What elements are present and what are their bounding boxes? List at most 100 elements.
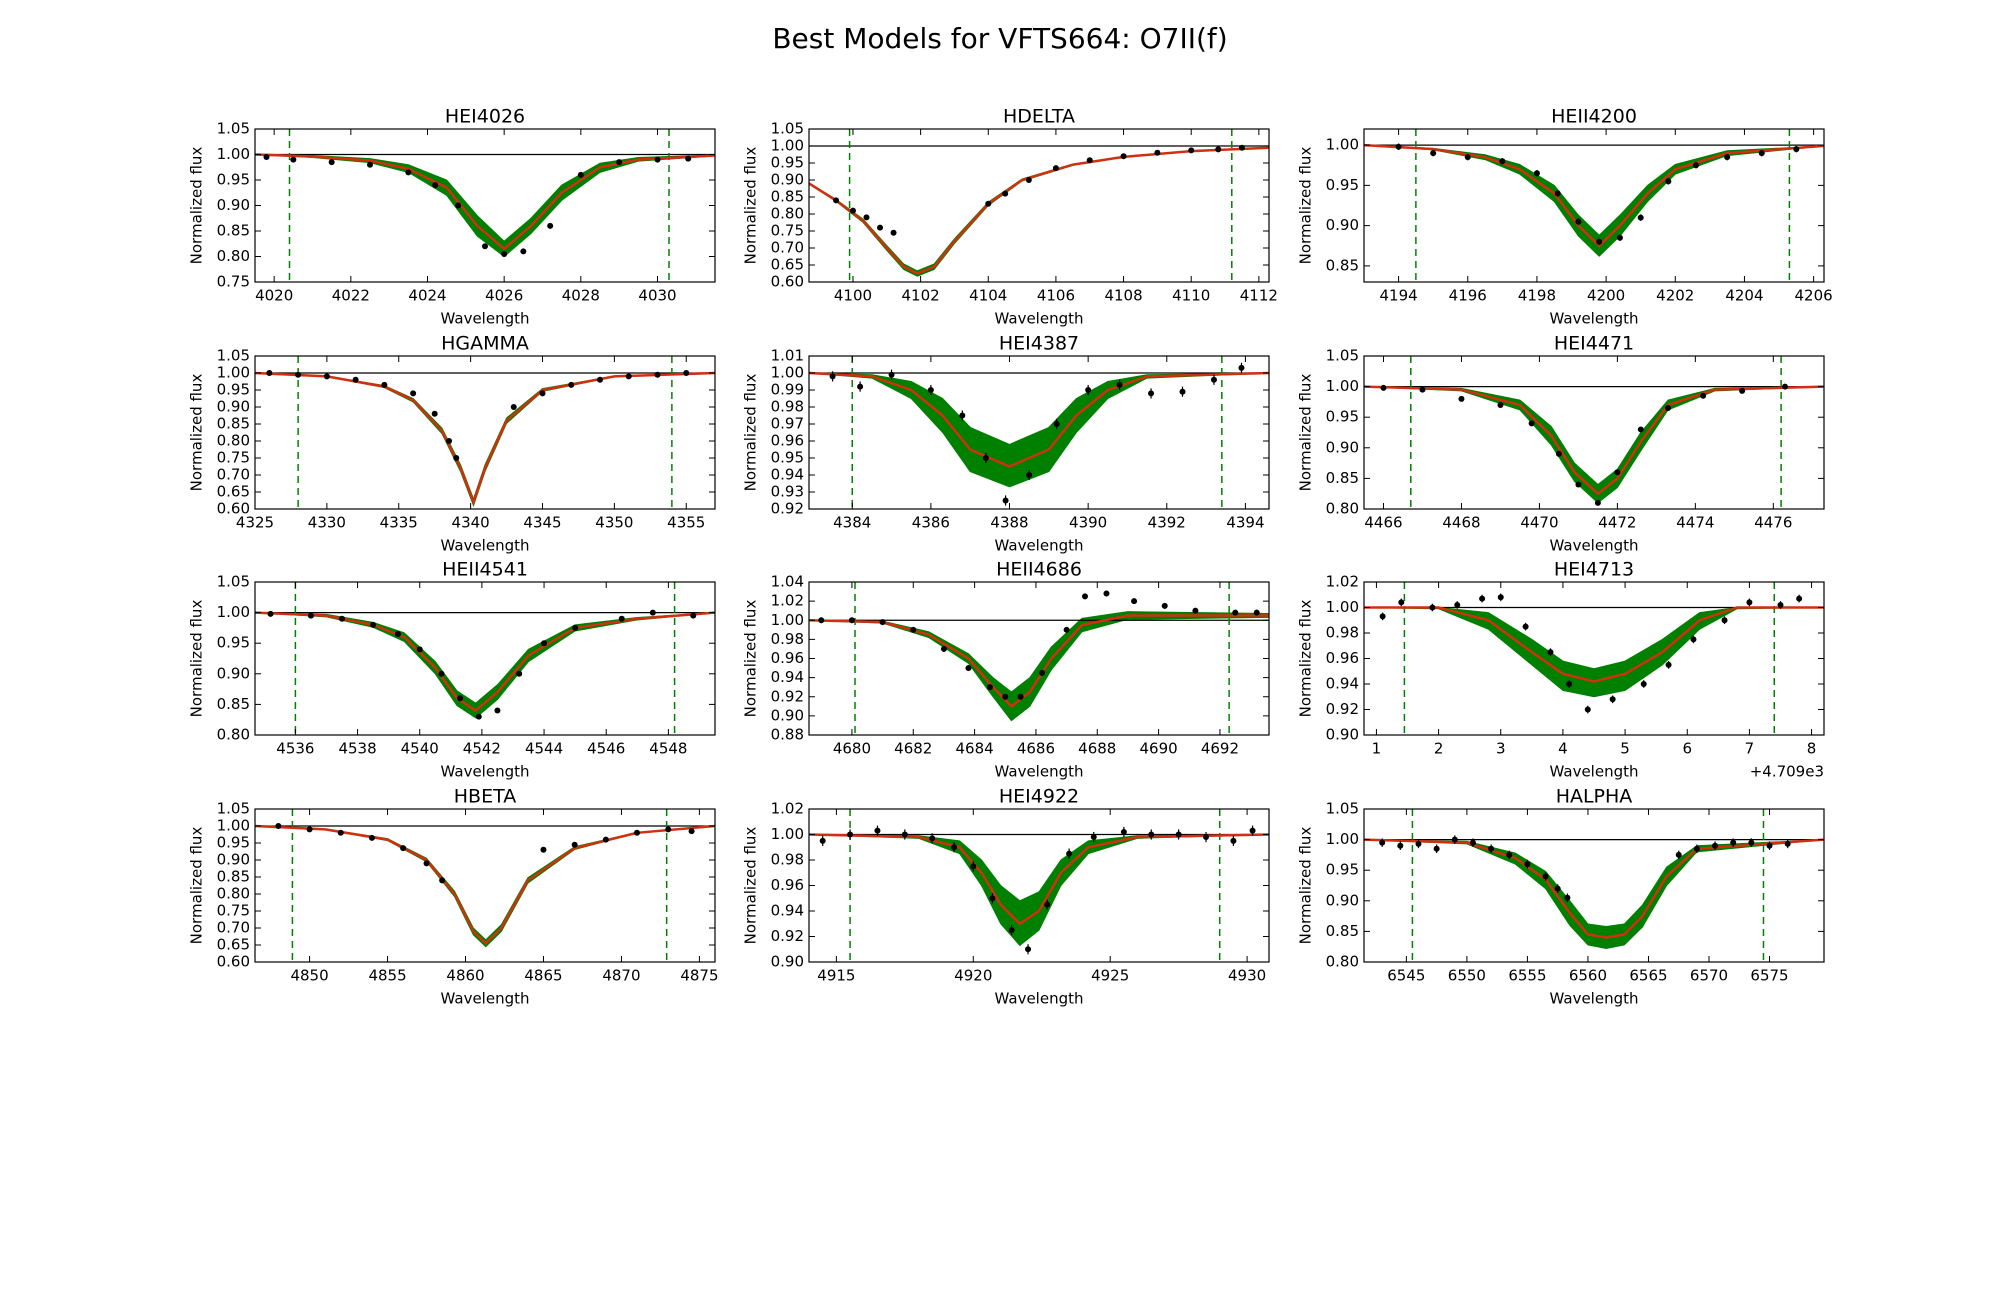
observed-point <box>520 248 527 255</box>
y-tick-label: 0.80 <box>217 247 250 265</box>
observed-point <box>654 371 661 378</box>
observed-point <box>1215 146 1222 153</box>
panel: 4384 4386 4388 4390 4392 4394 0.920.930.940.95… <box>742 333 1270 555</box>
observed-point <box>1499 158 1506 165</box>
observed-point <box>1469 839 1476 846</box>
observed-point <box>1451 836 1458 843</box>
observed-point <box>405 169 412 176</box>
y-tick-label: 1.00 <box>217 364 250 382</box>
y-axis-label: Normalized flux <box>1297 600 1315 718</box>
observed-point <box>1008 927 1015 934</box>
y-tick-label: 0.85 <box>217 222 250 240</box>
observed-point <box>516 670 523 677</box>
observed-point <box>951 844 958 851</box>
model-band <box>809 834 1269 947</box>
observed-point <box>1454 601 1461 608</box>
observed-point <box>547 222 554 229</box>
x-tick-label: 4470 <box>1520 514 1558 532</box>
y-tick-label: 0.80 <box>771 205 804 223</box>
y-axis-label: Normalized flux <box>1297 374 1315 492</box>
observed-point <box>455 202 462 209</box>
observed-point <box>1640 681 1647 687</box>
observed-point <box>1690 636 1697 643</box>
axes-frame <box>254 355 716 510</box>
observed-point <box>819 837 826 844</box>
y-tick-label: 0.92 <box>771 927 804 945</box>
observed-point <box>888 371 895 378</box>
x-tick-label: 4340 <box>452 514 490 532</box>
observed-point <box>370 621 377 628</box>
x-tick-label: 4544 <box>525 740 563 758</box>
observed-point <box>1082 593 1088 600</box>
y-tick-label: 0.60 <box>217 500 250 518</box>
x-axis-label: Wavelength <box>995 990 1084 1008</box>
observed-point <box>1230 837 1237 844</box>
panel-title: HEI4026 <box>445 106 525 128</box>
observed-point <box>1554 190 1561 197</box>
observed-point <box>400 845 407 852</box>
x-tick-label: 4106 <box>1037 287 1075 305</box>
x-tick-label: 4688 <box>1078 740 1116 758</box>
x-tick-label: 6545 <box>1387 967 1425 985</box>
panel: 1 2 3 4 5 6 7 8 0.90 0.92 0.94 0.96 0.98 1.00 1.02 HEI4… <box>1297 559 1825 781</box>
observed-point <box>1584 706 1591 713</box>
x-axis-label: Wavelength <box>441 763 530 781</box>
y-tick-label: 0.94 <box>1326 675 1359 693</box>
y-tick-label: 1.05 <box>217 347 250 365</box>
observed-point <box>1253 609 1260 616</box>
x-tick-label: 4028 <box>562 287 600 305</box>
best-model <box>809 146 1269 275</box>
x-tick-label: 6570 <box>1690 967 1728 985</box>
model-band <box>1364 144 1824 257</box>
plot-area <box>809 582 1269 735</box>
x-tick-label: 4476 <box>1754 514 1792 532</box>
plot-area <box>255 356 715 509</box>
observed-point <box>634 829 641 836</box>
y-axis-label: Normalized flux <box>188 827 206 945</box>
x-tick-label: 4198 <box>1518 287 1556 305</box>
model-band <box>1364 386 1824 504</box>
observed-point <box>1026 472 1033 478</box>
observed-point <box>665 826 672 833</box>
x-tick-label: 4930 <box>1228 967 1266 985</box>
observed-point <box>1131 598 1138 605</box>
axes-frame <box>1363 128 1825 283</box>
y-tick-label: 0.98 <box>771 398 804 416</box>
observed-point <box>432 182 439 189</box>
observed-point <box>989 895 996 902</box>
panel: 4100 4102 4104 4106 4108 4110 4112 0.600.650.70… <box>742 106 1278 328</box>
y-tick-label: 0.85 <box>1326 469 1359 487</box>
x-tick-label: 6555 <box>1508 967 1546 985</box>
observed-point <box>863 214 870 221</box>
y-tick-label: 0.95 <box>1326 408 1359 426</box>
y-tick-label: 1.01 <box>771 347 804 365</box>
observed-point <box>1721 617 1728 624</box>
observed-point <box>295 371 302 378</box>
x-axis-label: Wavelength <box>441 537 530 555</box>
y-tick-label: 0.98 <box>1326 624 1359 642</box>
observed-point <box>494 707 501 714</box>
observed-point <box>1739 387 1746 394</box>
x-tick-label: 4538 <box>338 740 376 758</box>
x-tick-label: 4022 <box>332 287 370 305</box>
y-tick-label: 0.70 <box>217 466 250 484</box>
x-tick-label: 4202 <box>1656 287 1694 305</box>
y-axis-label: Normalized flux <box>188 374 206 492</box>
observed-point <box>829 373 836 380</box>
observed-point <box>1238 144 1245 151</box>
y-tick-label: 0.65 <box>217 483 250 501</box>
y-tick-label: 0.98 <box>771 630 804 648</box>
y-tick-label: 0.90 <box>1326 216 1359 234</box>
y-tick-label: 0.85 <box>217 868 250 886</box>
x-tick-label: 4472 <box>1598 514 1636 532</box>
observed-point <box>1555 450 1562 457</box>
observed-point <box>1497 401 1504 408</box>
observed-point <box>339 615 346 622</box>
panel: 6545 6550 6555 6560 6565 6570 6575 0.80 0.85 0.90… <box>1297 786 1825 1008</box>
x-tick-label: 4100 <box>834 287 872 305</box>
observed-point <box>1090 834 1097 841</box>
y-tick-label: 0.85 <box>217 415 250 433</box>
observed-point <box>1724 154 1731 161</box>
observed-point <box>1232 609 1239 616</box>
y-tick-label: 1.00 <box>771 825 804 843</box>
